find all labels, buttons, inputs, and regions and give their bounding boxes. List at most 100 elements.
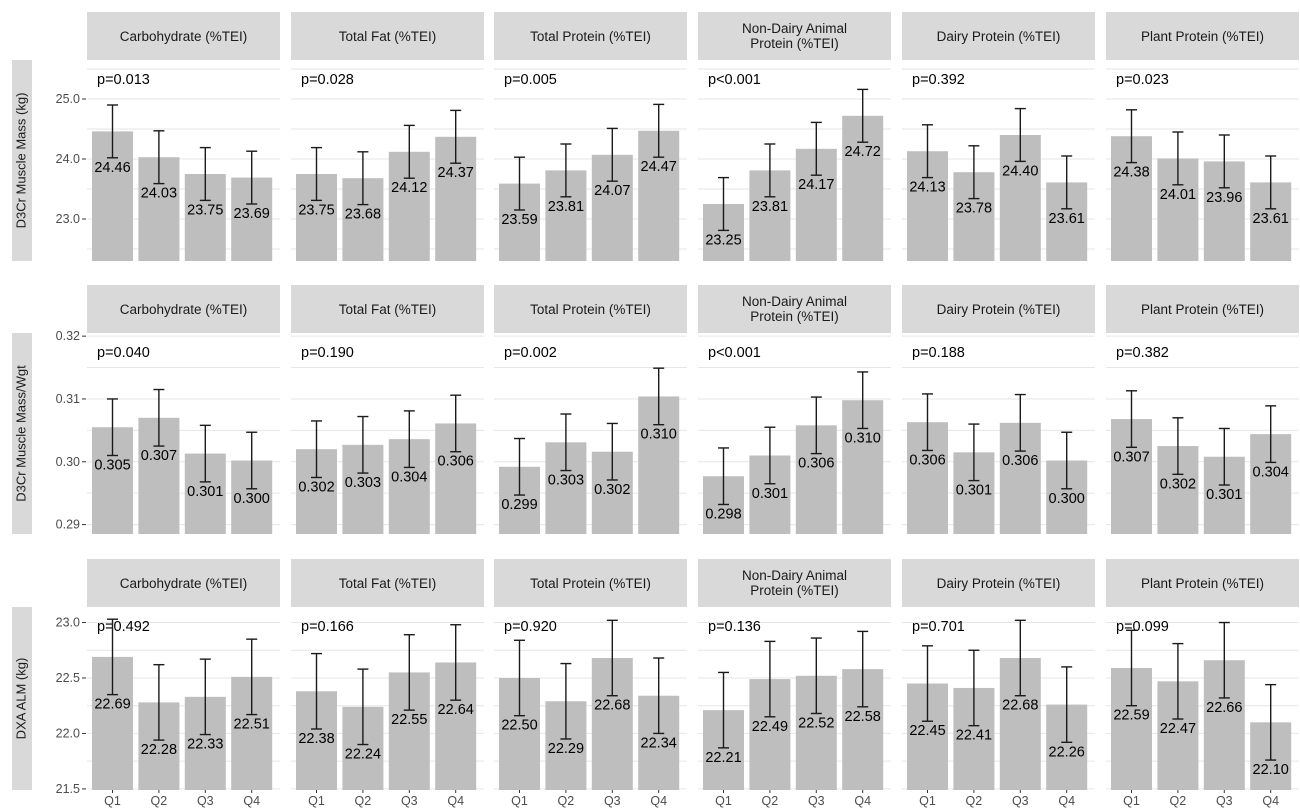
value-label: 24.07 — [594, 183, 630, 199]
facet-title: Non-Dairy Animal — [742, 21, 847, 36]
x-tick-label: Q4 — [854, 794, 871, 808]
value-label: 23.81 — [548, 199, 584, 215]
value-label: 0.303 — [345, 475, 381, 491]
facet-title: Carbohydrate (%TEI) — [120, 302, 248, 317]
y-tick-label: 23.0 — [56, 212, 80, 226]
p-value: p=0.701 — [912, 619, 965, 635]
value-label: 22.55 — [391, 712, 427, 728]
x-tick-label: Q3 — [197, 794, 214, 808]
value-label: 22.28 — [141, 742, 177, 758]
value-label: 0.302 — [594, 482, 630, 498]
value-label: 24.40 — [1002, 163, 1038, 179]
x-tick-label: Q4 — [1058, 794, 1075, 808]
p-value: p=0.099 — [1116, 619, 1169, 635]
value-label: 22.38 — [298, 731, 334, 747]
value-label: 0.302 — [1160, 476, 1196, 492]
y-tick-label: 0.29 — [56, 518, 80, 532]
value-label: 22.45 — [909, 723, 945, 739]
facet-strip — [902, 285, 1095, 333]
p-value: p=0.392 — [912, 72, 965, 88]
y-tick-label: 24.0 — [56, 152, 80, 166]
value-label: 24.01 — [1160, 187, 1196, 203]
value-label: 23.96 — [1206, 190, 1242, 206]
value-label: 23.61 — [1253, 211, 1289, 227]
value-label: 22.29 — [548, 741, 584, 757]
p-value: p=0.028 — [301, 72, 354, 88]
value-label: 23.68 — [345, 207, 381, 223]
facet-title: Protein (%TEI) — [750, 309, 839, 324]
y-tick-label: 25.0 — [56, 92, 80, 106]
p-value: p=0.188 — [912, 345, 965, 361]
facet-strip — [291, 285, 484, 333]
value-label: 22.66 — [1206, 700, 1242, 716]
x-tick-label: Q2 — [966, 794, 983, 808]
value-label: 22.24 — [345, 747, 381, 763]
facet-title: Protein (%TEI) — [750, 583, 839, 598]
facet-strip — [494, 559, 687, 607]
value-label: 0.301 — [956, 483, 992, 499]
facet-strip — [87, 285, 280, 333]
facet-title: Total Fat (%TEI) — [339, 576, 437, 591]
value-label: 22.64 — [438, 702, 474, 718]
value-label: 22.50 — [501, 718, 537, 734]
value-label: 0.300 — [1049, 491, 1085, 507]
facet-title: Protein (%TEI) — [750, 36, 839, 51]
facet-title: Plant Protein (%TEI) — [1141, 29, 1264, 44]
facet-title: Total Fat (%TEI) — [339, 29, 437, 44]
x-tick-label: Q4 — [1262, 794, 1279, 808]
p-value: p<0.001 — [708, 345, 761, 361]
value-label: 22.21 — [705, 750, 741, 766]
value-label: 0.298 — [705, 506, 741, 522]
x-tick-label: Q3 — [401, 794, 418, 808]
value-label: 22.68 — [1002, 698, 1038, 714]
value-label: 24.72 — [845, 144, 881, 160]
row-label-strip — [12, 607, 32, 790]
y-tick-label: 0.32 — [56, 329, 80, 343]
value-label: 24.03 — [141, 186, 177, 202]
value-label: 22.10 — [1253, 762, 1289, 778]
value-label: 0.310 — [845, 430, 881, 446]
facet-title: Carbohydrate (%TEI) — [120, 29, 248, 44]
value-label: 0.301 — [187, 484, 223, 500]
value-label: 0.307 — [141, 448, 177, 464]
p-value: p=0.166 — [301, 619, 354, 635]
value-label: 22.52 — [798, 715, 834, 731]
facet-title: Non-Dairy Animal — [742, 568, 847, 583]
value-label: 24.38 — [1113, 165, 1149, 181]
x-tick-label: Q2 — [558, 794, 575, 808]
value-label: 24.17 — [798, 177, 834, 193]
facet-title: Plant Protein (%TEI) — [1141, 576, 1264, 591]
p-value: p=0.136 — [708, 619, 761, 635]
x-tick-label: Q4 — [650, 794, 667, 808]
x-tick-label: Q4 — [243, 794, 260, 808]
value-label: 0.307 — [1113, 449, 1149, 465]
x-tick-label: Q1 — [104, 794, 121, 808]
value-label: 0.305 — [94, 457, 130, 473]
p-value: p=0.040 — [97, 345, 150, 361]
x-tick-label: Q4 — [447, 794, 464, 808]
x-tick-label: Q3 — [808, 794, 825, 808]
value-label: 23.75 — [187, 202, 223, 218]
facet-strip — [494, 12, 687, 60]
row-label-strip — [12, 60, 32, 261]
facet-strip — [698, 285, 891, 333]
value-label: 22.51 — [234, 717, 270, 733]
value-label: 22.68 — [594, 698, 630, 714]
facet-title: Total Protein (%TEI) — [530, 576, 651, 591]
p-value: p=0.492 — [97, 619, 150, 635]
y-tick-label: 22.0 — [56, 726, 80, 740]
x-tick-label: Q1 — [919, 794, 936, 808]
value-label: 22.69 — [94, 697, 130, 713]
p-value: p=0.005 — [504, 72, 557, 88]
value-label: 23.59 — [501, 212, 537, 228]
facet-strip — [902, 12, 1095, 60]
x-tick-label: Q2 — [355, 794, 372, 808]
value-label: 24.37 — [438, 165, 474, 181]
facet-title: Plant Protein (%TEI) — [1141, 302, 1264, 317]
x-tick-label: Q3 — [1216, 794, 1233, 808]
value-label: 0.302 — [298, 479, 334, 495]
value-label: 22.26 — [1049, 744, 1085, 760]
y-tick-label: 21.5 — [56, 782, 80, 796]
value-label: 0.300 — [234, 491, 270, 507]
value-label: 22.34 — [641, 735, 677, 751]
